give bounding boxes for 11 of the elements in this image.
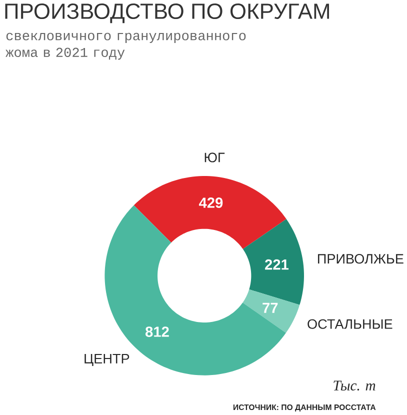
data-label: 221 bbox=[264, 259, 288, 270]
slice-label: ПРИВОЛЖЬЕ bbox=[318, 254, 404, 264]
text: Тыс. т bbox=[333, 380, 376, 391]
chart-subtitle: свекловичного гранулированного жома в 2021 году bbox=[5, 32, 246, 60]
slice-label: ЦЕНТР bbox=[84, 354, 129, 366]
slice-label: ОСТАЛЬНЫЕ bbox=[307, 319, 392, 329]
data-label: 77 bbox=[262, 302, 278, 313]
slice-label: ЮГ bbox=[204, 152, 224, 162]
data-label: 429 bbox=[198, 198, 222, 208]
data-label: 812 bbox=[145, 326, 169, 337]
chart-title: ПРОИЗВОДСТВО ПО ОКРУГАМ bbox=[5, 3, 329, 24]
